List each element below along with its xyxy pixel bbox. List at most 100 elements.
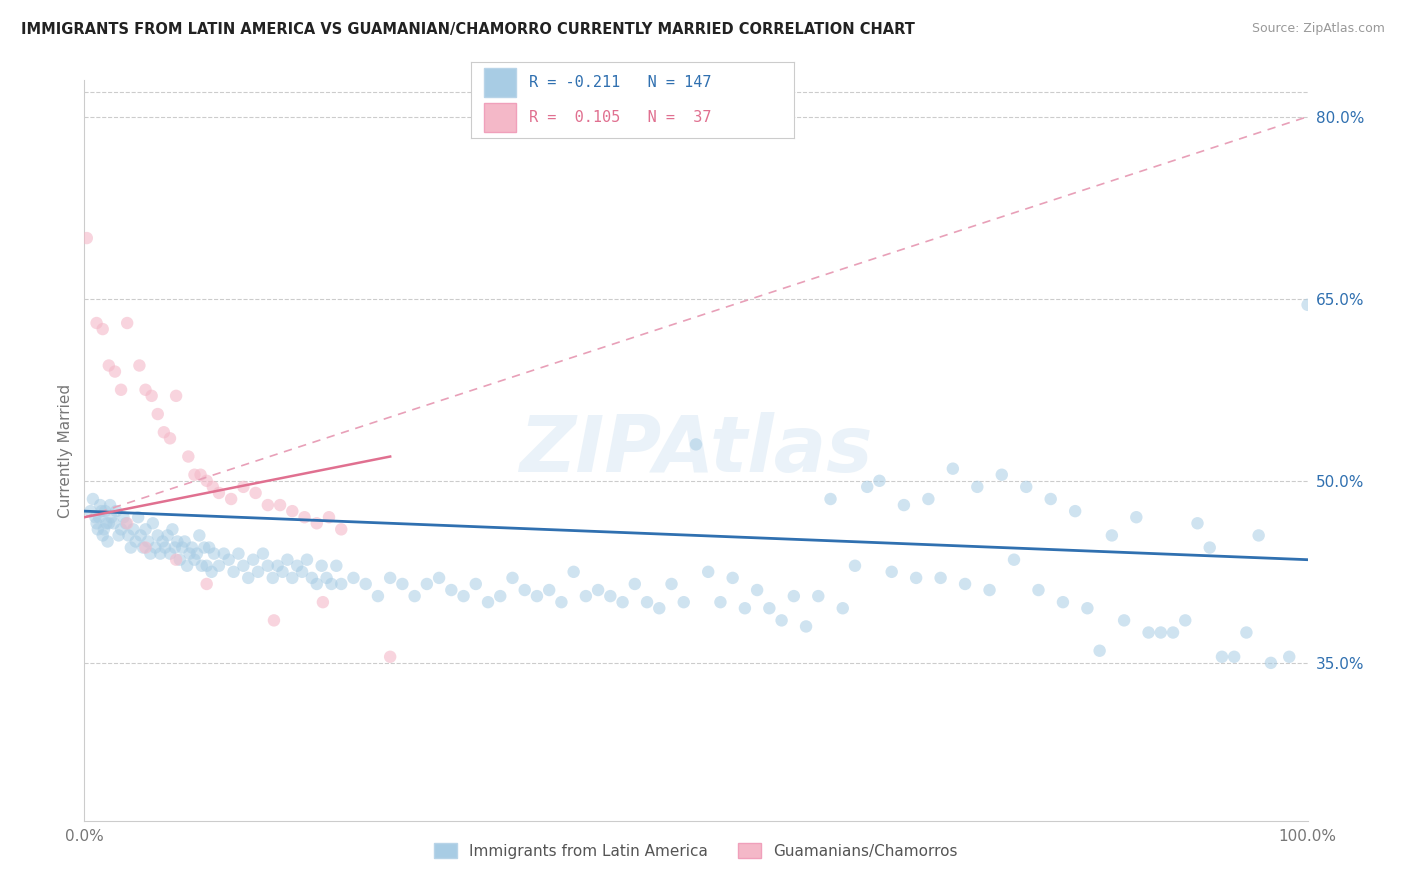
Point bbox=[98, 498, 121, 512]
Point bbox=[202, 547, 225, 561]
Point bbox=[245, 486, 267, 500]
Point bbox=[162, 522, 184, 536]
Point bbox=[271, 565, 294, 579]
Point bbox=[201, 480, 224, 494]
Point bbox=[141, 389, 163, 403]
Point bbox=[697, 565, 720, 579]
Point bbox=[183, 552, 205, 566]
Point bbox=[159, 547, 181, 561]
Point bbox=[1161, 625, 1184, 640]
Point bbox=[93, 522, 115, 536]
Point bbox=[1174, 613, 1197, 627]
Point bbox=[1198, 541, 1220, 555]
Point bbox=[76, 231, 98, 245]
Point bbox=[661, 577, 683, 591]
Point bbox=[200, 565, 222, 579]
Point bbox=[122, 522, 145, 536]
Point bbox=[291, 565, 314, 579]
Point bbox=[734, 601, 756, 615]
Point bbox=[301, 571, 323, 585]
Point bbox=[252, 547, 274, 561]
Point bbox=[893, 498, 915, 512]
Point bbox=[966, 480, 988, 494]
Point bbox=[315, 571, 337, 585]
Point bbox=[1002, 552, 1025, 566]
Point bbox=[330, 577, 353, 591]
Point bbox=[208, 558, 231, 573]
Point bbox=[222, 565, 245, 579]
Point bbox=[212, 547, 235, 561]
Point bbox=[721, 571, 744, 585]
Point bbox=[169, 552, 191, 566]
Point bbox=[869, 474, 891, 488]
Point bbox=[747, 582, 769, 597]
Point bbox=[218, 552, 240, 566]
Point bbox=[305, 516, 328, 531]
Point bbox=[856, 480, 879, 494]
Point bbox=[820, 491, 842, 506]
Point bbox=[163, 541, 186, 555]
Point bbox=[294, 510, 316, 524]
Point bbox=[367, 589, 389, 603]
Point bbox=[103, 516, 125, 531]
Point bbox=[453, 589, 475, 603]
Point bbox=[186, 547, 208, 561]
Point bbox=[758, 601, 780, 615]
Point bbox=[477, 595, 499, 609]
Point bbox=[281, 571, 304, 585]
Point bbox=[128, 359, 150, 373]
Point bbox=[416, 577, 439, 591]
Point bbox=[624, 577, 647, 591]
Point bbox=[153, 425, 176, 440]
Point bbox=[166, 534, 188, 549]
Point bbox=[110, 522, 132, 536]
Point bbox=[1088, 644, 1111, 658]
Point bbox=[295, 552, 318, 566]
Point bbox=[179, 547, 201, 561]
Point bbox=[238, 571, 260, 585]
Point bbox=[86, 316, 108, 330]
Point bbox=[831, 601, 853, 615]
Text: Source: ZipAtlas.com: Source: ZipAtlas.com bbox=[1251, 22, 1385, 36]
Point bbox=[330, 522, 353, 536]
Point bbox=[1211, 649, 1233, 664]
Point bbox=[262, 571, 284, 585]
Point bbox=[97, 359, 120, 373]
Point bbox=[247, 565, 270, 579]
Point bbox=[1296, 298, 1319, 312]
Point bbox=[427, 571, 450, 585]
Point bbox=[191, 558, 214, 573]
Point bbox=[176, 558, 198, 573]
Point bbox=[219, 491, 242, 506]
Point bbox=[1260, 656, 1282, 670]
Point bbox=[104, 365, 127, 379]
Point bbox=[87, 510, 110, 524]
Point bbox=[90, 504, 112, 518]
Point bbox=[195, 577, 218, 591]
Point bbox=[1187, 516, 1209, 531]
Point bbox=[318, 510, 340, 524]
Point bbox=[173, 534, 195, 549]
Point bbox=[177, 450, 200, 464]
Point bbox=[489, 589, 512, 603]
Point bbox=[1223, 649, 1246, 664]
Point bbox=[146, 528, 169, 542]
Point bbox=[1076, 601, 1098, 615]
Point bbox=[325, 558, 347, 573]
Point bbox=[1028, 582, 1050, 597]
Point bbox=[146, 407, 169, 421]
Point bbox=[844, 558, 866, 573]
Point bbox=[135, 522, 157, 536]
Point bbox=[132, 541, 155, 555]
Point bbox=[97, 516, 120, 531]
Point bbox=[269, 498, 291, 512]
Point bbox=[562, 565, 585, 579]
Point bbox=[153, 541, 176, 555]
Point bbox=[321, 577, 343, 591]
Point bbox=[87, 522, 110, 536]
Point bbox=[550, 595, 572, 609]
Text: IMMIGRANTS FROM LATIN AMERICA VS GUAMANIAN/CHAMORRO CURRENTLY MARRIED CORRELATIO: IMMIGRANTS FROM LATIN AMERICA VS GUAMANI… bbox=[21, 22, 915, 37]
Point bbox=[276, 552, 298, 566]
Point bbox=[979, 582, 1001, 597]
Point bbox=[135, 541, 157, 555]
